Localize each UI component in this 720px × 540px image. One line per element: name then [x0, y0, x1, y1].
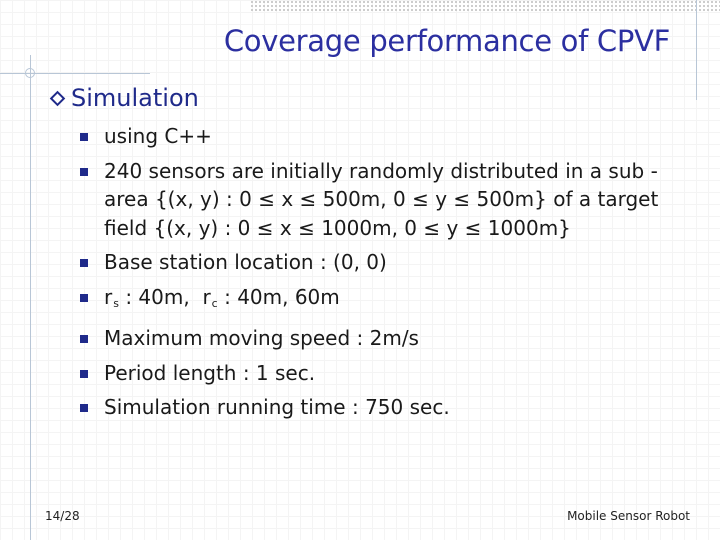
rs-base: r — [104, 284, 113, 309]
bullet-text: using C++ — [104, 124, 212, 148]
section-heading-row: Simulation — [48, 84, 199, 112]
bullet-text: Base station location : (0, 0) — [104, 250, 387, 274]
bullet-item: Base station location : (0, 0) — [80, 248, 680, 277]
footer-text: Mobile Sensor Robot — [567, 509, 690, 523]
bullet-text: Period length : 1 sec. — [104, 360, 316, 385]
bullet-item-radius: rs : 40m, rc : 40m, 60m — [80, 283, 680, 319]
square-bullet-icon — [80, 167, 88, 176]
rs-value: : 40m, — [118, 284, 203, 309]
bullet-item: using C++ — [80, 122, 680, 151]
bullet-text: Simulation running time : 750 sec. — [104, 395, 450, 419]
square-bullet-icon — [80, 293, 88, 302]
page-number: 14/28 — [45, 509, 80, 523]
diamond-icon — [49, 90, 66, 106]
bullet-item: 240 sensors are initially randomly distr… — [80, 157, 680, 243]
bullet-text: 240 sensors are initially randomly distr… — [104, 158, 659, 240]
slide-title: Coverage performance of CPVF — [223, 24, 670, 58]
decorative-vertical-line-left — [30, 55, 31, 540]
bullet-text: Maximum moving speed : 2m/s — [104, 326, 419, 350]
bullet-item: Maximum moving speed : 2m/s — [80, 324, 680, 353]
decorative-circle-icon — [25, 68, 35, 78]
section-heading: Simulation — [71, 84, 199, 112]
rc-subscript: c — [211, 296, 218, 310]
square-bullet-icon — [80, 335, 88, 343]
rc-base: r — [202, 284, 211, 309]
rs-subscript: s — [113, 296, 119, 310]
bullet-item: Simulation running time : 750 sec. — [80, 393, 680, 422]
square-bullet-icon — [80, 369, 88, 378]
square-bullet-icon — [80, 133, 88, 141]
square-bullet-icon — [80, 259, 88, 267]
decorative-vertical-line-right — [696, 0, 697, 100]
decorative-horizontal-line — [0, 73, 150, 74]
bullet-item: Period length : 1 sec. — [80, 359, 680, 388]
rc-value: : 40m, 60m — [217, 284, 340, 309]
square-bullet-icon — [80, 404, 88, 412]
bullet-list: using C++ 240 sensors are initially rand… — [80, 122, 680, 428]
top-decorative-strip — [250, 0, 720, 12]
